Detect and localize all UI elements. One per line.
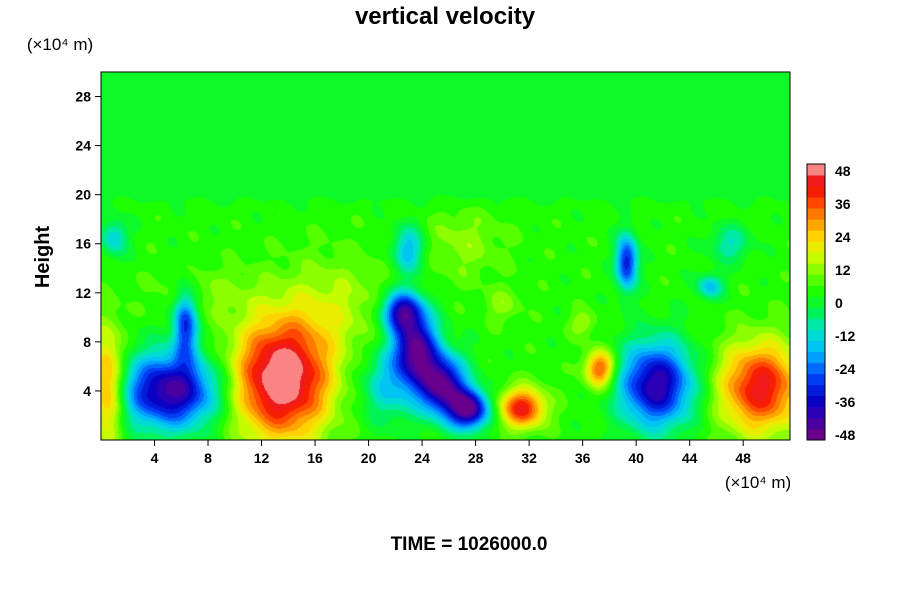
chart-title: vertical velocity bbox=[355, 3, 536, 30]
y-tick-label: 16 bbox=[75, 236, 91, 252]
x-tick-label: 28 bbox=[468, 450, 484, 466]
y-tick-label: 4 bbox=[83, 383, 91, 399]
colorbar-segment bbox=[807, 318, 825, 330]
colorbar-segment bbox=[807, 362, 825, 375]
colorbar-frame bbox=[806, 163, 826, 441]
colorbar-segment bbox=[807, 406, 825, 419]
x-tick-label: 48 bbox=[735, 450, 751, 466]
x-tick-label: 8 bbox=[204, 450, 212, 466]
x-tick-label: 20 bbox=[361, 450, 377, 466]
x-axis-ticks: 4 8 12 16 20 24 28 32 36 40 44 48 bbox=[151, 440, 751, 466]
plot-area bbox=[100, 71, 791, 441]
colorbar-segment bbox=[807, 186, 825, 198]
y-axis-unit: (×10⁴ m) bbox=[27, 35, 93, 54]
colorbar-segment bbox=[807, 296, 825, 308]
colorbar-segment bbox=[807, 395, 825, 408]
colorbar-segment bbox=[807, 384, 825, 397]
colorbar-segment bbox=[807, 175, 825, 187]
colorbar-segment bbox=[807, 373, 825, 386]
colorbar-segment bbox=[807, 329, 825, 342]
x-tick-label: 40 bbox=[628, 450, 644, 466]
colorbar-tick-label: 36 bbox=[835, 196, 851, 212]
colorbar bbox=[806, 163, 826, 441]
colorbar-segment bbox=[807, 428, 825, 441]
colorbar-tick-label: 48 bbox=[835, 163, 851, 179]
colorbar-segment bbox=[807, 307, 825, 319]
colorbar-segment bbox=[807, 208, 825, 220]
contour-field bbox=[101, 72, 790, 440]
colorbar-tick-label: 24 bbox=[835, 229, 851, 245]
x-tick-label: 24 bbox=[414, 450, 430, 466]
colorbar-tick-label: 0 bbox=[835, 295, 843, 311]
x-tick-label: 44 bbox=[682, 450, 698, 466]
x-tick-label: 16 bbox=[307, 450, 323, 466]
y-tick-label: 20 bbox=[75, 187, 91, 203]
colorbar-segment bbox=[807, 340, 825, 353]
x-tick-label: 4 bbox=[151, 450, 159, 466]
colorbar-segment bbox=[807, 263, 825, 275]
y-tick-label: 8 bbox=[83, 334, 91, 350]
y-tick-label: 12 bbox=[75, 285, 91, 301]
colorbar-tick-label: -12 bbox=[835, 328, 855, 344]
x-tick-label: 12 bbox=[254, 450, 270, 466]
plot-frame bbox=[100, 71, 791, 441]
colorbar-segment bbox=[807, 219, 825, 231]
colorbar-segment bbox=[807, 351, 825, 364]
colorbar-segment bbox=[807, 285, 825, 297]
colorbar-ticks: 48 36 24 12 0 -12 -24 -36 -48 bbox=[835, 163, 855, 443]
x-tick-label: 36 bbox=[575, 450, 591, 466]
y-axis-label: Height bbox=[32, 226, 54, 289]
colorbar-segment bbox=[807, 164, 825, 176]
colorbar-segment bbox=[807, 417, 825, 430]
x-axis-unit: (×10⁴ m) bbox=[725, 473, 791, 492]
colorbar-segment bbox=[807, 241, 825, 253]
colorbar-segment bbox=[807, 230, 825, 242]
colorbar-segment bbox=[807, 252, 825, 264]
time-label: TIME = 1026000.0 bbox=[391, 534, 548, 555]
colorbar-segment bbox=[807, 274, 825, 286]
y-tick-label: 24 bbox=[75, 138, 91, 154]
y-tick-label: 28 bbox=[75, 89, 91, 105]
colorbar-tick-label: 12 bbox=[835, 262, 851, 278]
colorbar-segment bbox=[807, 197, 825, 209]
x-tick-label: 32 bbox=[521, 450, 537, 466]
colorbar-tick-label: -48 bbox=[835, 427, 855, 443]
y-axis-ticks: 4 8 12 16 20 24 28 bbox=[75, 89, 101, 399]
colorbar-tick-label: -36 bbox=[835, 394, 855, 410]
colorbar-tick-label: -24 bbox=[835, 361, 855, 377]
